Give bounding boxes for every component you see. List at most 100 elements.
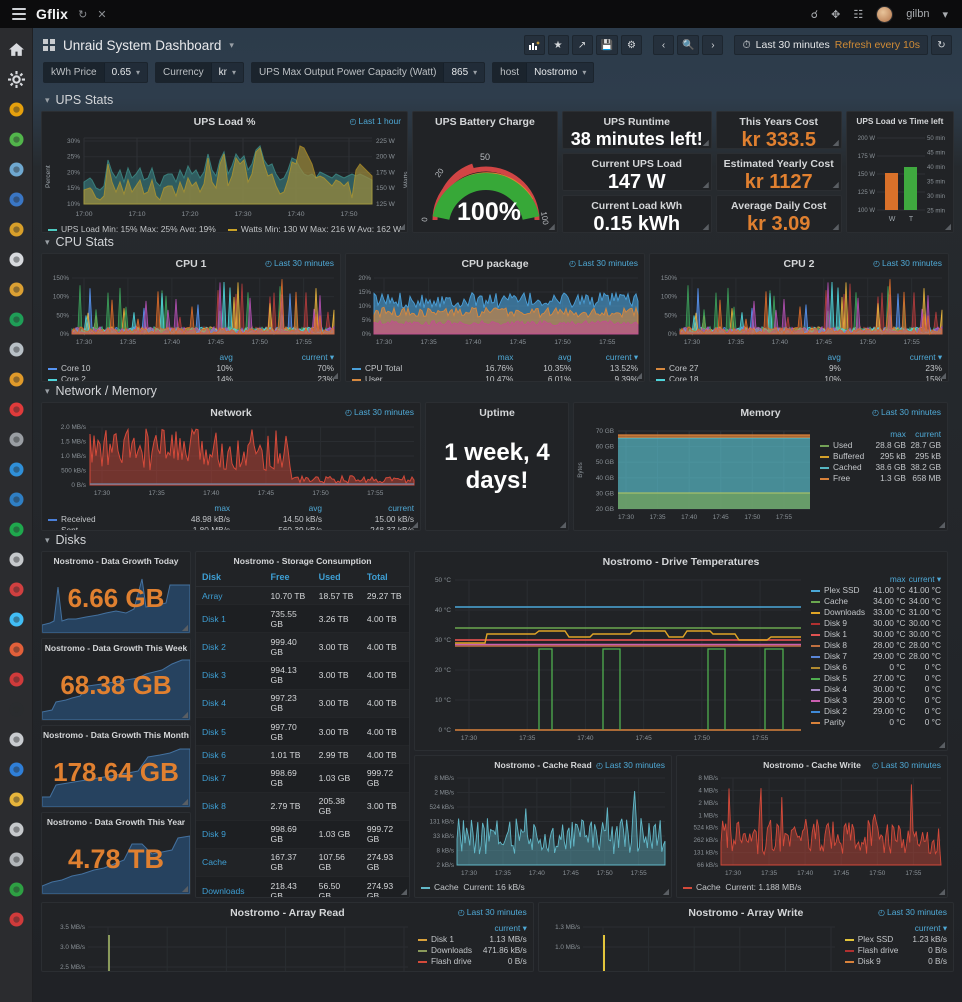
book-open-icon[interactable] <box>0 814 32 844</box>
bazarr-icon[interactable] <box>0 334 32 364</box>
sonarr-icon[interactable] <box>0 274 32 304</box>
panel-time-range[interactable]: Last 30 minutes <box>596 760 665 770</box>
panel-average-daily-cost[interactable]: Average Daily Cost kr 3.09 ◢ <box>715 195 842 233</box>
book-icon[interactable]: ☷ <box>853 8 864 21</box>
legend-row[interactable]: Disk 8 28.00 °C 28.00 °C <box>811 640 941 651</box>
time-next-button[interactable]: › <box>702 35 724 55</box>
panel-cpu-package[interactable]: CPU package Last 30 minutes 20% 15% 10% 5% 0… <box>345 253 645 382</box>
variable-2[interactable]: UPS Max Output Power Capacity (Watt) 865 ▾ <box>250 62 486 83</box>
gitlab-icon[interactable] <box>0 634 32 664</box>
legend-row[interactable]: Disk 9 30.00 °C 30.00 °C <box>811 618 941 629</box>
share-button[interactable]: ↗ <box>571 35 593 55</box>
resize-handle[interactable]: ◢ <box>559 520 566 529</box>
reload-icon[interactable]: ↻ <box>78 8 88 21</box>
row-header-disks[interactable]: ▾ Disks <box>33 531 962 551</box>
menu-icon[interactable] <box>12 8 26 20</box>
settings-button[interactable]: ⚙ <box>620 35 642 55</box>
legend-row[interactable]: Disk 7 29.00 °C 28.00 °C <box>811 651 941 662</box>
radarr-icon[interactable] <box>0 244 32 274</box>
legend-row[interactable]: Disk 3 29.00 °C 0 °C <box>811 695 941 706</box>
resize-handle[interactable]: ◢ <box>938 887 945 896</box>
refresh-button[interactable]: ↻ <box>931 35 952 55</box>
variable-value[interactable]: kr ▾ <box>218 67 236 78</box>
resize-handle[interactable]: ◢ <box>832 138 839 147</box>
row-header-cpu-stats[interactable]: ▾ CPU Stats <box>33 233 962 253</box>
resize-handle[interactable]: ◢ <box>398 222 406 231</box>
variable-value[interactable]: 865 ▾ <box>451 67 478 78</box>
cloud-icon[interactable] <box>0 184 32 214</box>
terminal-red-icon[interactable] <box>0 574 32 604</box>
resize-handle[interactable]: ◢ <box>832 222 839 231</box>
resize-handle[interactable]: ◢ <box>939 371 946 380</box>
resize-handle[interactable]: ◢ <box>938 520 945 529</box>
shield-red-icon[interactable] <box>0 394 32 424</box>
legend-row[interactable]: Disk 4 30.00 °C 0 °C <box>811 684 941 695</box>
legend-row[interactable]: Downloads 33.00 °C 31.00 °C <box>811 607 941 618</box>
resize-handle[interactable]: ◢ <box>548 222 555 231</box>
panel-ups-battery-charge[interactable]: UPS Battery Charge 50 20 0 100 100% ◢ <box>412 111 558 233</box>
qbittorrent-icon[interactable] <box>0 454 32 484</box>
home-icon[interactable] <box>0 34 32 64</box>
user-name[interactable]: gilbn <box>906 8 930 20</box>
variable-1[interactable]: Currency kr ▾ <box>155 62 244 83</box>
tautulli-icon[interactable] <box>0 154 32 184</box>
panel-current-load-kwh[interactable]: Current Load kWh 0.15 kWh ◢ <box>561 195 712 233</box>
u-green-icon[interactable] <box>0 514 32 544</box>
resize-handle[interactable]: ◢ <box>181 623 188 632</box>
panel-growth-today[interactable]: Nostromo - Data Growth Today 6.66 GB ◢ <box>41 551 191 634</box>
emby-green-icon[interactable] <box>0 124 32 154</box>
panel-cpu1[interactable]: CPU 1 Last 30 minutes 150% 100% 50% 0% 17:30… <box>41 253 341 382</box>
legend-row[interactable]: Parity 0 °C 0 °C <box>811 717 941 728</box>
panel-array-write[interactable]: Nostromo - Array Write Last 30 minutes 1… <box>537 902 954 972</box>
column-header[interactable]: Total <box>360 568 409 587</box>
legend-row[interactable]: Disk 5 27.00 °C 0 °C <box>811 673 941 684</box>
panel-network[interactable]: Network Last 30 minutes 2.0 MB/s 1.5 MB/s… <box>41 402 421 531</box>
search-icon[interactable]: ☌ <box>810 8 819 21</box>
resize-handle[interactable]: ◢ <box>702 222 709 231</box>
time-prev-button[interactable]: ‹ <box>652 35 674 55</box>
panel-array-read[interactable]: Nostromo - Array Read Last 30 minutes 3.… <box>41 902 534 972</box>
plex-amber-icon[interactable] <box>0 94 32 124</box>
docker-dark-icon[interactable] <box>0 694 32 724</box>
resize-handle[interactable]: ◢ <box>400 887 407 896</box>
panel-growth-month[interactable]: Nostromo - Data Growth This Month 178.64… <box>41 725 191 808</box>
panel-time-range[interactable]: Last 30 minutes <box>872 407 941 417</box>
legend-row[interactable]: Cache 34.00 °C 34.00 °C <box>811 596 941 607</box>
chevron-down-icon[interactable]: ▾ <box>229 39 234 50</box>
column-header[interactable]: Disk <box>196 568 265 587</box>
panel-growth-year[interactable]: Nostromo - Data Growth This Year 4.78 TB… <box>41 812 191 895</box>
panel-estimated-yearly-cost[interactable]: Estimated Yearly Cost kr 1127 ◢ <box>715 153 842 191</box>
resize-handle[interactable]: ◢ <box>411 520 418 529</box>
shuffle-icon[interactable]: ✥ <box>831 8 841 21</box>
add-panel-button[interactable] <box>523 35 545 55</box>
panel-time-range[interactable]: Last 30 minutes <box>345 407 414 417</box>
column-header[interactable]: Free <box>264 568 313 587</box>
resize-handle[interactable]: ◢ <box>832 180 839 189</box>
resize-handle[interactable]: ◢ <box>938 740 945 749</box>
resize-handle[interactable]: ◢ <box>944 222 951 231</box>
panel-time-range[interactable]: Last 30 minutes <box>872 760 941 770</box>
panel-uptime[interactable]: Uptime 1 week, 4 days! ◢ <box>425 402 569 531</box>
avatar[interactable] <box>876 5 894 23</box>
panel-cache-write[interactable]: Nostromo - Cache Write Last 30 minutes 8… <box>676 755 948 898</box>
variable-0[interactable]: kWh Price 0.65 ▾ <box>43 62 149 83</box>
homebridge-icon[interactable] <box>0 544 32 574</box>
legend-row[interactable]: Disk 1 30.00 °C 30.00 °C <box>811 629 941 640</box>
resize-handle[interactable]: ◢ <box>181 884 188 893</box>
resize-handle[interactable]: ◢ <box>702 138 709 147</box>
zoom-out-button[interactable]: 🔍 <box>676 35 700 55</box>
ombi-gear-icon[interactable] <box>0 364 32 394</box>
panel-current-ups-load[interactable]: Current UPS Load 147 W ◢ <box>561 153 712 191</box>
syslog-yellow-icon[interactable] <box>0 784 32 814</box>
panel-memory[interactable]: Memory Last 30 minutes 70 GB 60 GB 50 GB 40… <box>573 402 948 531</box>
legend-row[interactable]: Disk 6 0 °C 0 °C <box>811 662 941 673</box>
panel-cache-read[interactable]: Nostromo - Cache Read Last 30 minutes 8 … <box>414 755 672 898</box>
time-range-picker[interactable]: ⏱ Last 30 minutes Refresh every 10s <box>734 35 928 55</box>
resize-handle[interactable]: ◢ <box>181 797 188 806</box>
resize-handle[interactable]: ◢ <box>331 371 338 380</box>
row-header-network-memory[interactable]: ▾ Network / Memory <box>33 382 962 402</box>
panel-storage-consumption[interactable]: Nostromo - Storage Consumption Disk Free U… <box>195 551 410 898</box>
logout-icon[interactable] <box>0 844 32 874</box>
github-icon[interactable] <box>0 874 32 904</box>
panel-time-range[interactable]: Last 30 minutes <box>265 258 334 268</box>
